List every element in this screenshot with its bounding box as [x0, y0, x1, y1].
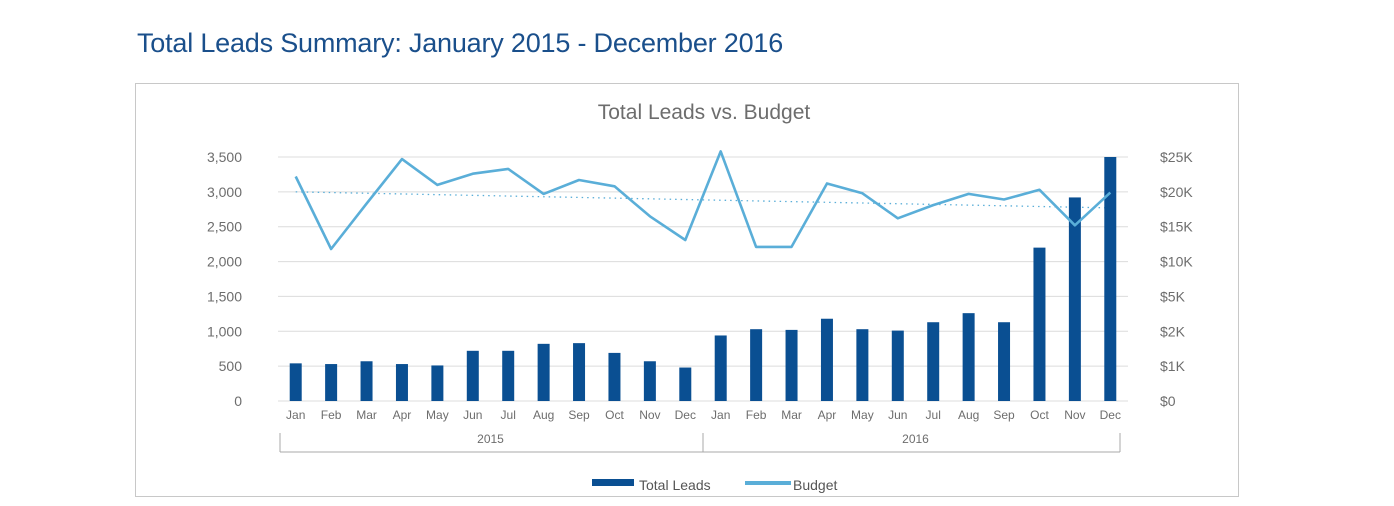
bar-total-leads — [1104, 157, 1117, 401]
bar-total-leads — [1033, 247, 1046, 401]
x-tick-label: Dec — [1100, 408, 1121, 422]
x-tick-label: Jun — [463, 408, 482, 422]
bar-total-leads — [679, 367, 692, 401]
right-tick-label: $2K — [1160, 323, 1186, 339]
bar-total-leads — [643, 361, 656, 401]
legend-label-budget: Budget — [793, 477, 837, 493]
x-tick-label: Feb — [321, 408, 342, 422]
left-tick-label: 500 — [219, 358, 243, 374]
right-tick-label: $15K — [1160, 219, 1193, 235]
x-tick-label: Feb — [746, 408, 767, 422]
right-tick-label: $1K — [1160, 358, 1186, 374]
x-tick-label: Jul — [501, 408, 516, 422]
left-tick-label: 0 — [234, 393, 242, 409]
x-tick-label: Apr — [393, 408, 412, 422]
x-tick-label: Nov — [639, 408, 660, 422]
bar-total-leads — [750, 329, 763, 401]
bar-total-leads — [998, 322, 1011, 401]
group-label: 2016 — [902, 432, 929, 446]
bar-total-leads — [573, 343, 586, 401]
bar-total-leads — [537, 343, 550, 401]
bar-total-leads — [431, 365, 444, 401]
x-tick-label: Jan — [286, 408, 305, 422]
budget-trendline — [295, 191, 1111, 209]
left-tick-label: 3,500 — [207, 149, 242, 165]
right-tick-label: $10K — [1160, 254, 1193, 270]
x-tick-label: Sep — [993, 408, 1015, 422]
left-tick-label: 3,000 — [207, 184, 242, 200]
bar-total-leads — [325, 364, 338, 401]
bar-total-leads — [785, 329, 798, 401]
bar-total-leads — [395, 364, 408, 401]
x-tick-label: Dec — [675, 408, 696, 422]
chart-frame — [135, 83, 1239, 497]
bar-total-leads — [608, 352, 621, 401]
x-tick-label: Jun — [888, 408, 907, 422]
group-label: 2015 — [477, 432, 504, 446]
chart-title: Total Leads vs. Budget — [598, 101, 811, 124]
right-tick-label: $5K — [1160, 288, 1186, 304]
x-tick-label: Oct — [605, 408, 624, 422]
right-tick-label: $20K — [1160, 184, 1193, 200]
left-tick-label: 2,000 — [207, 254, 242, 270]
bar-total-leads — [360, 361, 373, 401]
x-tick-label: Sep — [568, 408, 590, 422]
budget-line — [294, 150, 1112, 251]
bar-total-leads — [289, 363, 302, 401]
bar-total-leads — [962, 313, 975, 401]
left-tick-label: 1,500 — [207, 288, 242, 304]
left-tick-label: 1,000 — [207, 323, 242, 339]
bar-total-leads — [1068, 197, 1081, 401]
x-tick-label: Oct — [1030, 408, 1049, 422]
right-tick-label: $0 — [1160, 393, 1176, 409]
x-tick-label: May — [426, 408, 449, 422]
x-tick-label: Aug — [958, 408, 979, 422]
x-tick-label: Jan — [711, 408, 730, 422]
x-tick-label: Jul — [926, 408, 941, 422]
bar-total-leads — [820, 318, 833, 401]
bar-total-leads — [466, 350, 479, 401]
legend-swatch-budget — [745, 481, 791, 485]
x-tick-label: May — [851, 408, 874, 422]
x-tick-label: Aug — [533, 408, 554, 422]
x-tick-label: Mar — [356, 408, 377, 422]
bar-total-leads — [856, 329, 869, 401]
bar-total-leads — [927, 322, 940, 401]
legend-swatch-total-leads — [592, 479, 634, 486]
x-tick-label: Nov — [1064, 408, 1085, 422]
x-tick-label: Apr — [818, 408, 837, 422]
bar-total-leads — [502, 350, 515, 401]
x-tick-label: Mar — [781, 408, 802, 422]
legend-label-total-leads: Total Leads — [639, 477, 711, 493]
bar-total-leads — [891, 330, 904, 401]
left-tick-label: 2,500 — [207, 219, 242, 235]
right-tick-label: $25K — [1160, 149, 1193, 165]
bar-total-leads — [714, 335, 727, 401]
page-title: Total Leads Summary: January 2015 - Dece… — [137, 28, 784, 58]
